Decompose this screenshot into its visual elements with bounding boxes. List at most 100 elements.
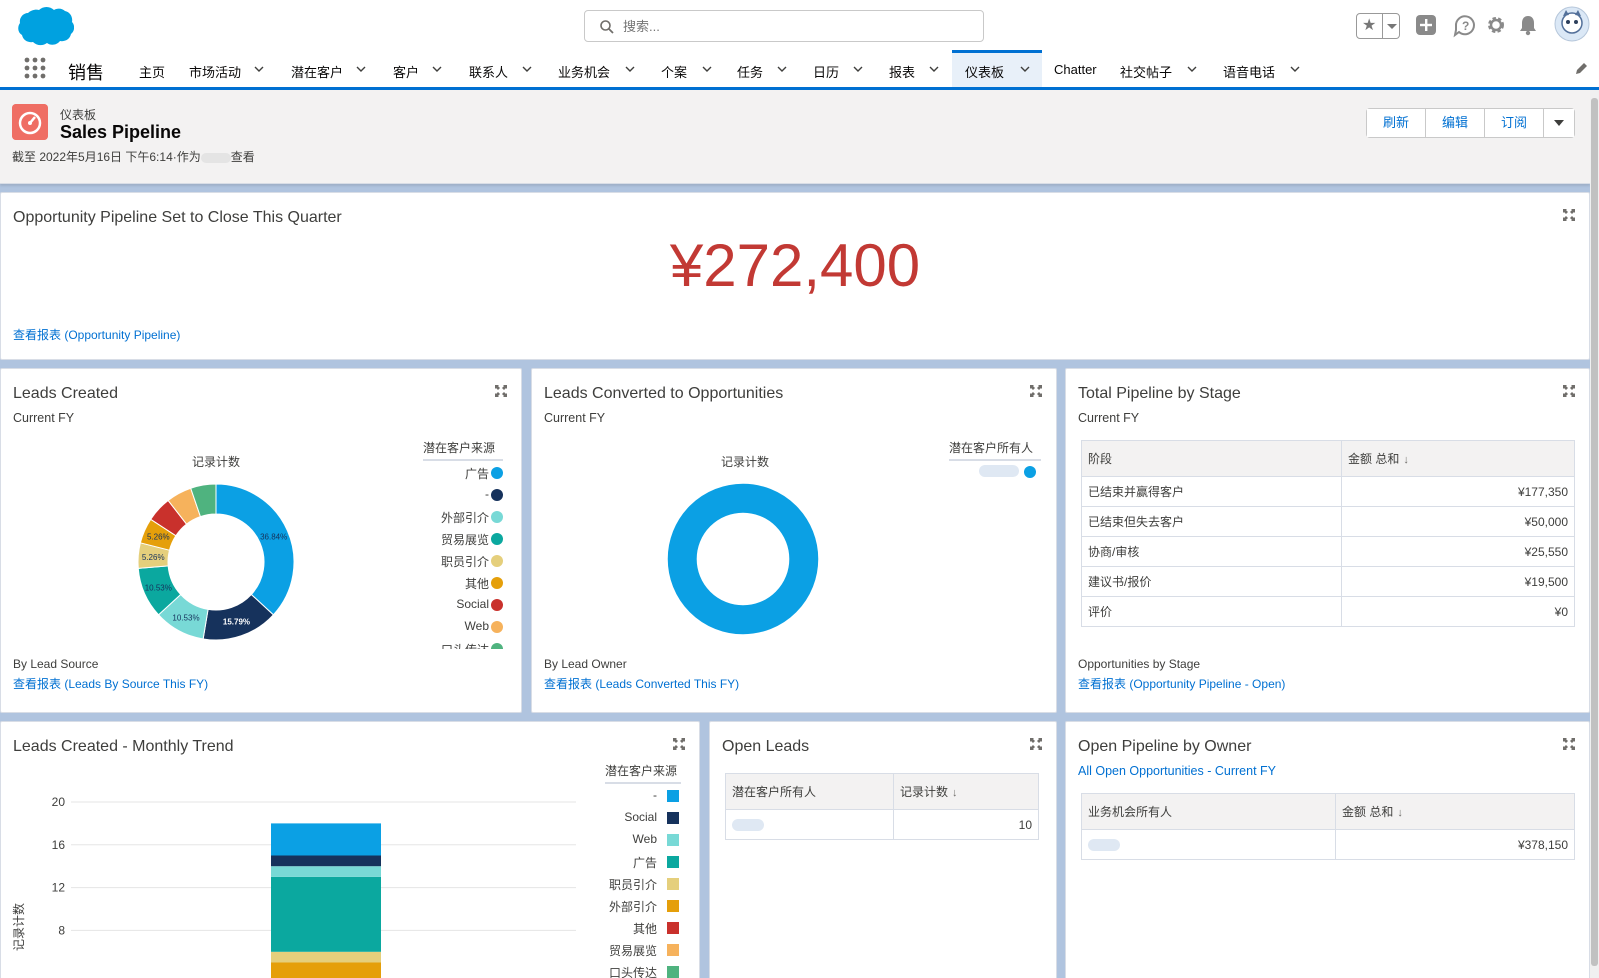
chevron-down-icon[interactable]	[356, 64, 366, 74]
column-header-stage[interactable]: 阶段	[1081, 440, 1342, 477]
chevron-down-icon[interactable]	[625, 64, 635, 74]
more-actions-button[interactable]	[1544, 109, 1575, 137]
table-row[interactable]: 协商/审核 ¥25,550	[1081, 536, 1575, 567]
favorites-button[interactable]: ★	[1356, 13, 1400, 39]
bar-segment[interactable]	[271, 866, 381, 877]
table-row[interactable]: 建议书/报价 ¥19,500	[1081, 566, 1575, 597]
setup-gear-icon[interactable]	[1486, 15, 1506, 35]
legend-swatch	[491, 621, 503, 633]
dashboard-icon	[12, 104, 48, 140]
donut-slice[interactable]	[667, 483, 819, 635]
expand-icon[interactable]	[1563, 385, 1575, 397]
chevron-down-icon[interactable]	[1290, 64, 1300, 74]
page-scrollbar[interactable]	[1590, 90, 1599, 978]
table-row[interactable]: 已结束但失去客户 ¥50,000	[1081, 506, 1575, 537]
expand-icon[interactable]	[1030, 385, 1042, 397]
salesforce-logo-icon[interactable]	[14, 6, 74, 48]
favorites-dropdown-icon[interactable]	[1382, 14, 1400, 38]
chevron-down-icon[interactable]	[777, 64, 787, 74]
global-create-icon[interactable]	[1415, 14, 1437, 36]
legend-swatch	[667, 790, 679, 802]
tab-campaigns[interactable]: 市场活动	[189, 50, 271, 87]
expand-icon[interactable]	[495, 385, 507, 397]
tab-cases[interactable]: 个案	[661, 50, 717, 87]
monthly-trend-stacked-bar-chart[interactable]: 记录计数 8 12 16 20	[1, 762, 591, 978]
view-report-link[interactable]: 查看报表 (Opportunity Pipeline - Open)	[1078, 677, 1286, 691]
owner-cell	[725, 809, 894, 840]
card-title: Open Pipeline by Owner	[1078, 738, 1252, 755]
global-search[interactable]	[584, 10, 984, 42]
subscribe-button[interactable]: 订阅	[1485, 109, 1545, 137]
notifications-bell-icon[interactable]	[1518, 14, 1538, 36]
donut-slice[interactable]	[215, 483, 295, 616]
chevron-down-icon[interactable]	[1020, 64, 1030, 74]
tab-contacts[interactable]: 联系人	[469, 50, 537, 87]
tab-social-posts[interactable]: 社交帖子	[1120, 50, 1202, 87]
table-row[interactable]: 评价 ¥0	[1081, 596, 1575, 627]
card-title: Leads Created	[13, 385, 118, 402]
sort-descending-icon: ↓	[1397, 807, 1403, 819]
tab-label: 个案	[661, 65, 688, 80]
tab-label: 任务	[737, 65, 764, 80]
chevron-down-icon[interactable]	[254, 64, 264, 74]
column-header-owner[interactable]: 业务机会所有人	[1081, 793, 1336, 830]
slice-data-label: 36.84%	[260, 533, 287, 542]
expand-icon[interactable]	[1563, 209, 1575, 221]
bar-segment[interactable]	[271, 962, 381, 978]
search-input[interactable]	[623, 15, 973, 37]
tab-dashboards[interactable]: 仪表板	[952, 50, 1042, 87]
tab-home[interactable]: 主页	[139, 50, 165, 87]
y-tick-label: 8	[58, 923, 65, 937]
legend-swatch	[667, 856, 679, 868]
table-row[interactable]: ¥378,150	[1081, 829, 1575, 860]
expand-icon[interactable]	[1563, 738, 1575, 750]
as-of-prefix: 截至 2022年5月16日 下午6:14·作为	[12, 150, 201, 164]
chevron-down-icon[interactable]	[853, 64, 863, 74]
bar-segment[interactable]	[271, 951, 381, 963]
leads-by-source-donut-chart[interactable]: 36.84% 15.79% 10.53% 10.53% 5.26% 5.26%	[131, 477, 301, 647]
tab-opportunities[interactable]: 业务机会	[558, 50, 640, 87]
column-header-count[interactable]: 记录计数 ↓	[893, 773, 1039, 810]
donut-slice[interactable]	[190, 483, 217, 518]
tab-reports[interactable]: 报表	[889, 50, 943, 87]
edit-button[interactable]: 编辑	[1426, 109, 1486, 137]
view-report-link[interactable]: 查看报表 (Opportunity Pipeline)	[13, 328, 181, 342]
leads-converted-donut-chart[interactable]	[661, 477, 825, 641]
view-report-link[interactable]: 查看报表 (Leads Converted This FY)	[544, 677, 740, 691]
tab-tasks[interactable]: 任务	[737, 50, 791, 87]
column-header-amount[interactable]: 金额 总和 ↓	[1341, 440, 1575, 477]
column-header-amount[interactable]: 金额 总和 ↓	[1335, 793, 1575, 830]
tab-accounts[interactable]: 客户	[393, 50, 447, 87]
tab-voice-calls[interactable]: 语音电话	[1223, 50, 1305, 87]
bar-segment[interactable]	[271, 876, 381, 952]
chevron-down-icon[interactable]	[522, 64, 532, 74]
app-launcher-icon[interactable]	[24, 57, 46, 79]
open-pipeline-owner-card: Open Pipeline by Owner All Open Opportun…	[1065, 721, 1590, 978]
legend-swatch	[491, 555, 503, 567]
view-report-link[interactable]: 查看报表 (Leads By Source This FY)	[13, 677, 209, 691]
expand-icon[interactable]	[673, 738, 685, 750]
table-row[interactable]: 10	[725, 809, 1039, 840]
refresh-button[interactable]: 刷新	[1367, 109, 1427, 137]
bar-segment[interactable]	[271, 823, 381, 856]
chevron-down-icon[interactable]	[702, 64, 712, 74]
chevron-down-icon[interactable]	[1187, 64, 1197, 74]
chevron-down-icon[interactable]	[432, 64, 442, 74]
bar-segment[interactable]	[271, 855, 381, 867]
user-avatar-icon[interactable]	[1554, 6, 1590, 42]
column-header-owner[interactable]: 潜在客户所有人	[725, 773, 894, 810]
amount-cell: ¥19,500	[1341, 566, 1575, 597]
tab-calendar[interactable]: 日历	[813, 50, 867, 87]
tab-chatter[interactable]: Chatter	[1054, 50, 1097, 87]
scrollbar-thumb[interactable]	[1591, 98, 1598, 966]
table-row[interactable]: 已结束并赢得客户 ¥177,350	[1081, 476, 1575, 507]
tab-label: 仪表板	[965, 65, 1005, 80]
chevron-down-icon[interactable]	[929, 64, 939, 74]
slice-data-label: 10.53%	[145, 583, 172, 592]
caret-down-icon	[1554, 120, 1565, 126]
y-tick-label: 20	[52, 795, 66, 809]
help-icon[interactable]: ?	[1452, 12, 1478, 38]
edit-nav-pencil-icon[interactable]	[1574, 62, 1588, 76]
tab-leads[interactable]: 潜在客户	[291, 50, 373, 87]
expand-icon[interactable]	[1030, 738, 1042, 750]
